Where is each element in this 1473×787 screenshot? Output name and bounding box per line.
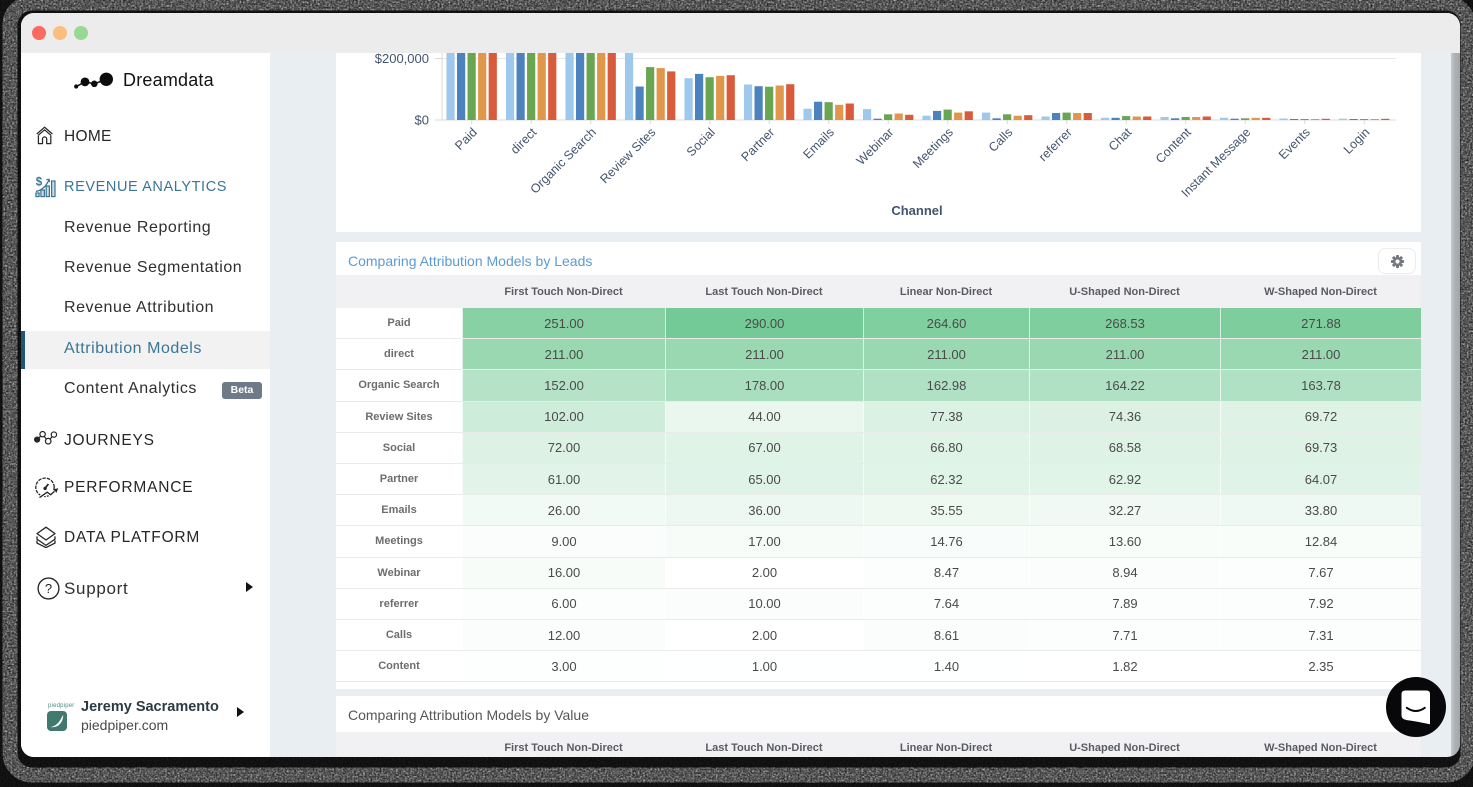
svg-text:Events: Events <box>1276 125 1313 162</box>
svg-text:Emails: Emails <box>800 125 836 161</box>
svg-text:?: ? <box>45 581 52 596</box>
svg-text:Partner: Partner <box>738 125 777 164</box>
svg-text:Chat: Chat <box>1106 125 1135 154</box>
svg-text:Channel: Channel <box>891 203 942 218</box>
svg-text:Meetings: Meetings <box>910 125 956 171</box>
svg-text:Social: Social <box>684 125 718 159</box>
svg-text:Paid: Paid <box>452 125 480 153</box>
svg-text:Calls: Calls <box>986 125 1016 155</box>
svg-text:Content: Content <box>1153 125 1194 166</box>
svg-text:Review Sites: Review Sites <box>597 125 658 186</box>
svg-text:$200,000: $200,000 <box>375 53 429 66</box>
svg-text:Login: Login <box>1341 125 1373 157</box>
svg-text:referrer: referrer <box>1036 125 1075 164</box>
svg-text:direct: direct <box>508 125 540 157</box>
svg-text:$: $ <box>36 177 43 189</box>
svg-text:$0: $0 <box>415 113 429 128</box>
svg-text:Webinar: Webinar <box>854 125 897 168</box>
